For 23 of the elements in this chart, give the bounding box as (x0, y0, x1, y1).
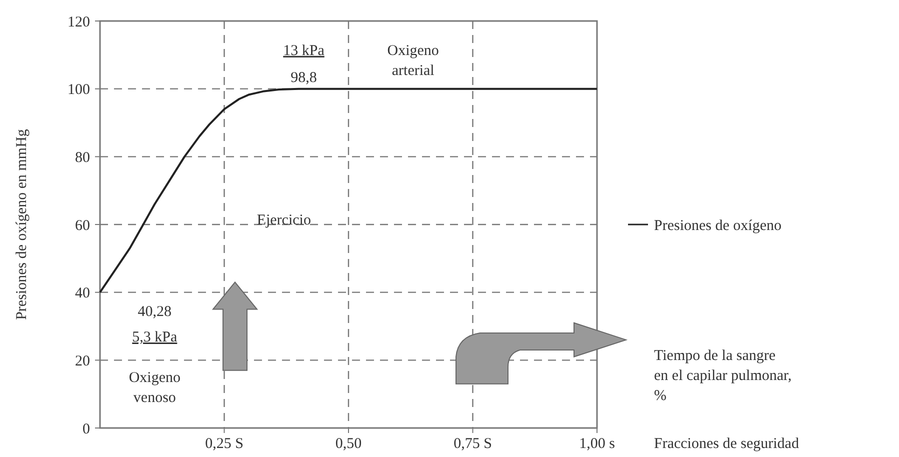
annotation: 13 kPa (283, 42, 325, 59)
legend-label: Presiones de oxígeno (654, 218, 782, 234)
y-axis-title: Presiones de oxígeno en mmHg (14, 128, 30, 320)
y-tick-label: 100 (68, 82, 90, 98)
y-tick-label: 80 (75, 150, 90, 166)
annotation: Oxigeno arterial (387, 42, 439, 79)
annotation: Ejercicio (256, 212, 311, 228)
line-series (99, 88, 598, 294)
y-tick-label: 120 (68, 14, 90, 30)
y-tick-label: 40 (75, 286, 90, 302)
annotation: Oxigeno venoso (128, 370, 181, 406)
x-tick-label: 0,25 S (205, 436, 244, 452)
text: Tiempo de la sangre en el capilar pulmonar, % (654, 348, 792, 404)
x-tick-label: 1,00 s (579, 436, 616, 452)
y-tick-label: 0 (82, 421, 90, 438)
x-tick-label: 0,50 (335, 436, 362, 452)
x-axis-title: Fracciones de seguridad (654, 436, 800, 452)
x-tick-label: 0,75 S (454, 436, 492, 452)
annotation: 98,8 (290, 70, 317, 86)
y-tick-label: 20 (75, 353, 90, 370)
annotation: 5,3 kPa (132, 330, 178, 346)
y-tick-label: 60 (75, 218, 90, 234)
annotation: 40,28 (138, 304, 172, 320)
